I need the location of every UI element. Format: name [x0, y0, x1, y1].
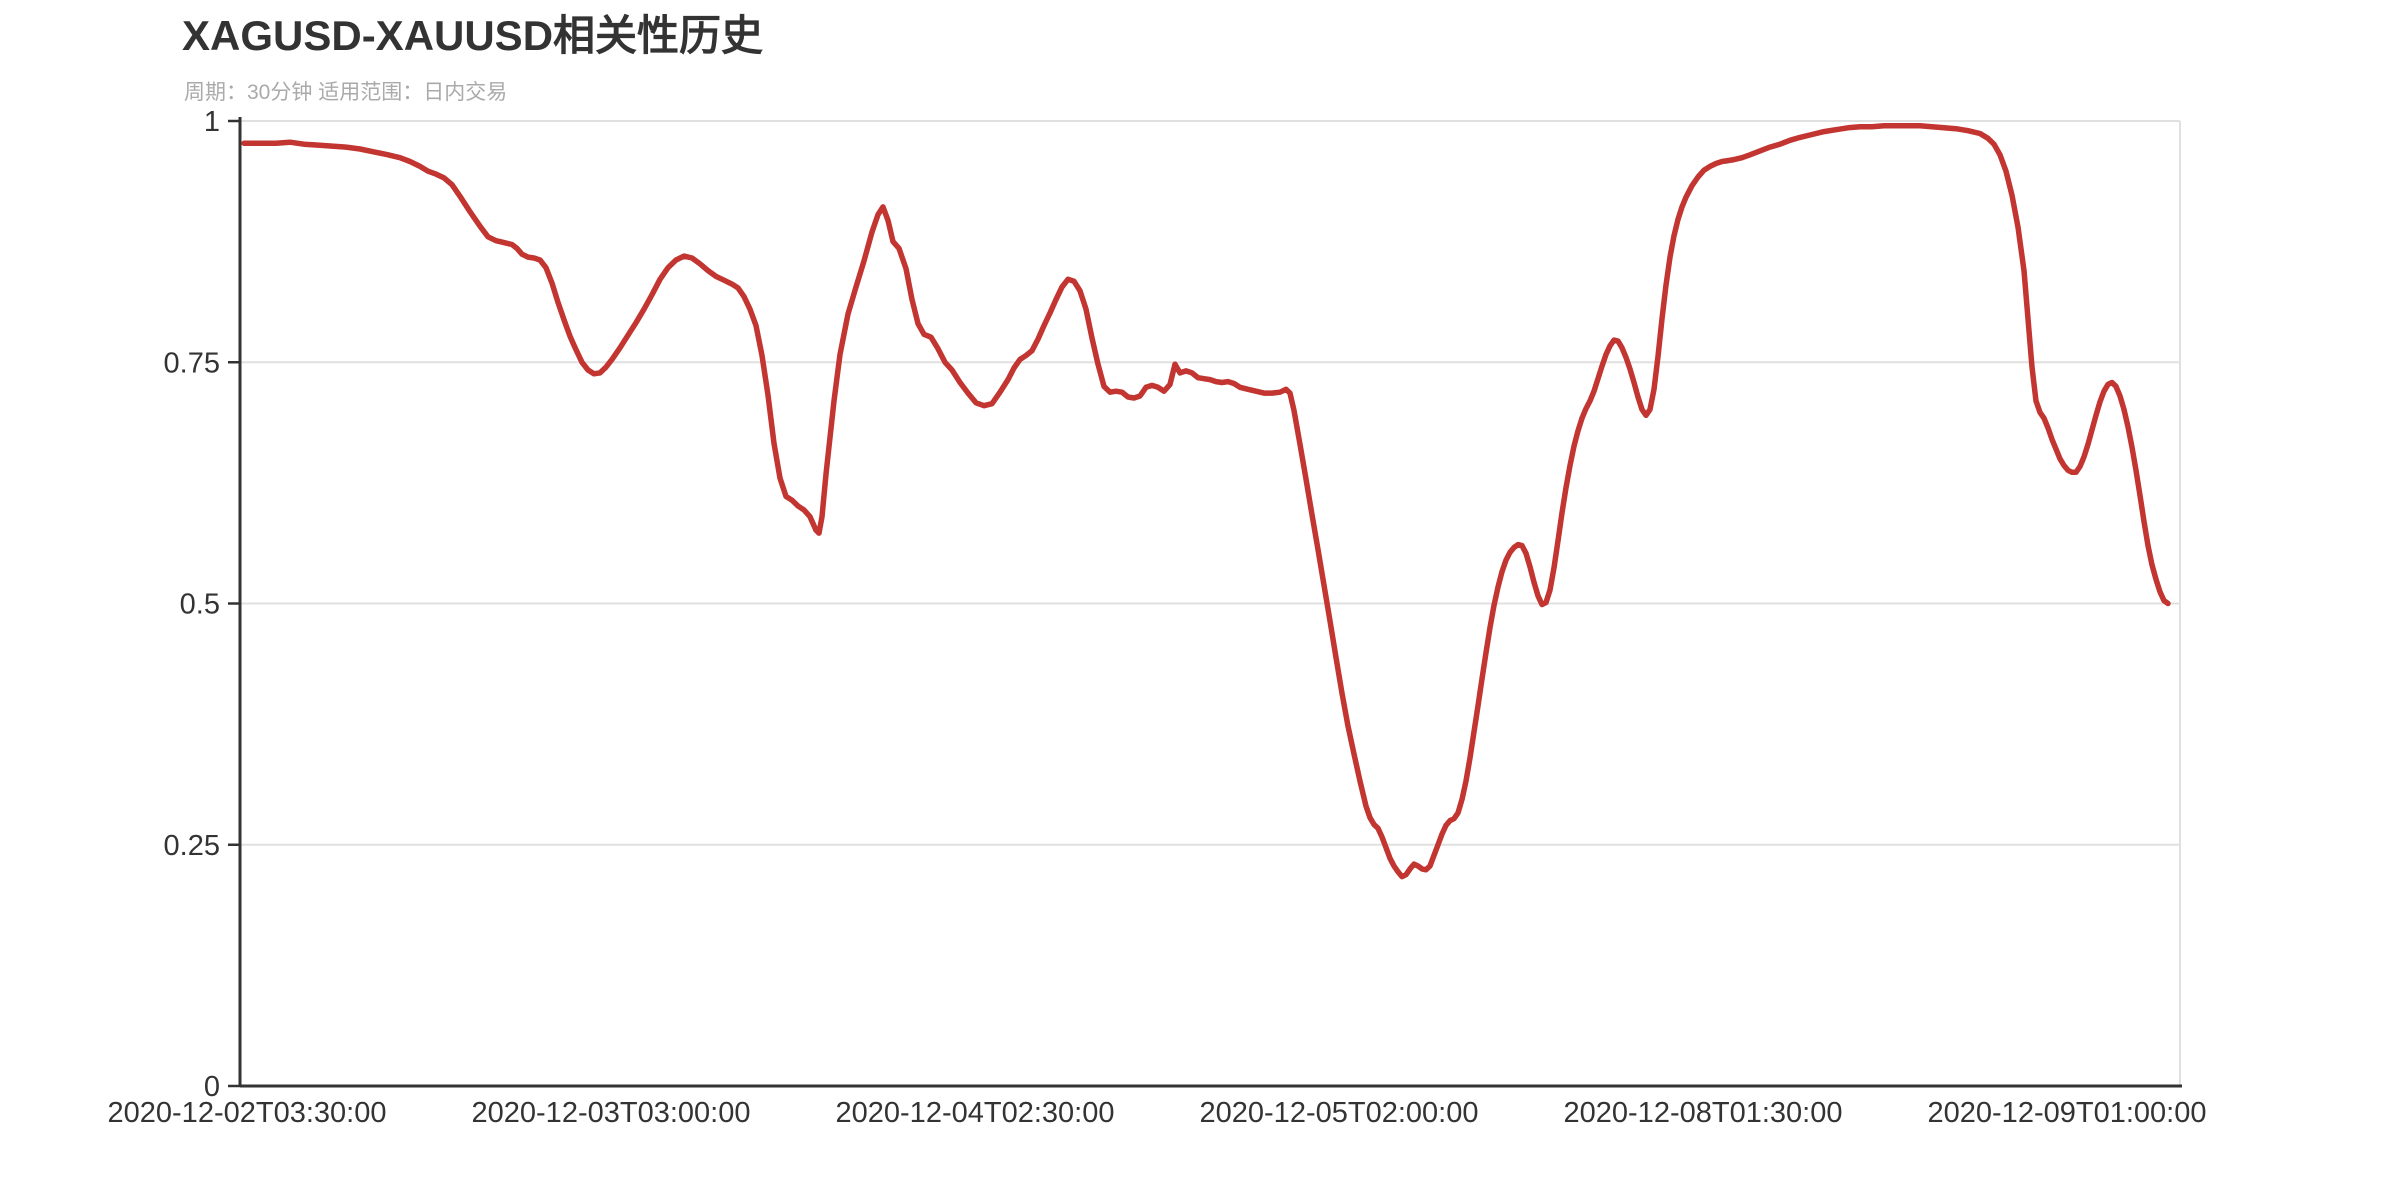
- x-axis-label: 2020-12-05T02:00:00: [1200, 1097, 1479, 1129]
- x-axis-label: 2020-12-02T03:30:00: [108, 1097, 387, 1129]
- chart-title: XAGUSD-XAUUSD相关性历史: [182, 12, 764, 59]
- series-line[interactable]: [241, 123, 2171, 880]
- x-axis-label: 2020-12-04T02:30:00: [836, 1097, 1115, 1129]
- x-axis-label: 2020-12-03T03:00:00: [472, 1097, 751, 1129]
- y-axis-label: 1: [204, 106, 220, 138]
- x-axis-label: 2020-12-08T01:30:00: [1564, 1097, 1843, 1129]
- y-axis-label: 0.5: [180, 589, 220, 621]
- y-axis-label: 0.25: [164, 830, 220, 862]
- y-axis-label: 0.75: [164, 347, 220, 379]
- y-axis-label: 0: [204, 1071, 220, 1103]
- chart-subtitle: 周期：30分钟 适用范围：日内交易: [184, 81, 508, 104]
- x-axis-label: 2020-12-09T01:00:00: [1928, 1097, 2207, 1129]
